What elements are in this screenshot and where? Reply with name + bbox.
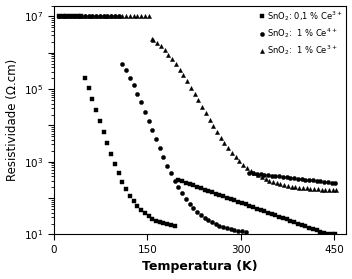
SnO$_2$:  1 % Ce$^{3+}$: (292, 1.35e+03): 1 % Ce$^{3+}$: (292, 1.35e+03) [233,155,238,159]
SnO$_2$:  1 % Ce$^{3+}$: (238, 3.24e+04): 1 % Ce$^{3+}$: (238, 3.24e+04) [200,105,204,109]
SnO$_2$:  1 % Ce$^{3+}$: (454, 166): 1 % Ce$^{3+}$: (454, 166) [334,189,339,192]
Line: SnO$_2$: 0,1 % Ce$^{3+}$: SnO$_2$: 0,1 % Ce$^{3+}$ [57,15,337,237]
SnO$_2$: 0,1 % Ce$^{3+}$: (44, 1e+07): 0,1 % Ce$^{3+}$: (44, 1e+07) [79,15,83,18]
SnO$_2$:  1 % Ce$^{4+}$: (410, 316): 1 % Ce$^{4+}$: (410, 316) [307,178,311,182]
SnO$_2$:  1 % Ce$^{3+}$: (8, 1e+07): 1 % Ce$^{3+}$: (8, 1e+07) [57,15,61,18]
SnO$_2$: 0,1 % Ce$^{3+}$: (8, 1e+07): 0,1 % Ce$^{3+}$: (8, 1e+07) [57,15,61,18]
SnO$_2$:  1 % Ce$^{4+}$: (8, 1e+07): 1 % Ce$^{4+}$: (8, 1e+07) [57,15,61,18]
SnO$_2$: 0,1 % Ce$^{3+}$: (452, 10): 0,1 % Ce$^{3+}$: (452, 10) [333,233,337,236]
SnO$_2$:  1 % Ce$^{3+}$: (160, 2.3e+06): 1 % Ce$^{3+}$: (160, 2.3e+06) [151,38,156,41]
SnO$_2$:  1 % Ce$^{4+}$: (452, 261): 1 % Ce$^{4+}$: (452, 261) [333,181,337,185]
SnO$_2$:  1 % Ce$^{3+}$: (304, 843): 1 % Ce$^{3+}$: (304, 843) [241,163,245,166]
SnO$_2$:  1 % Ce$^{4+}$: (362, 394): 1 % Ce$^{4+}$: (362, 394) [277,175,281,178]
SnO$_2$:  1 % Ce$^{3+}$: (50, 1e+07): 1 % Ce$^{3+}$: (50, 1e+07) [83,15,87,18]
SnO$_2$:  1 % Ce$^{4+}$: (380, 363): 1 % Ce$^{4+}$: (380, 363) [288,176,293,179]
X-axis label: Temperatura (K): Temperatura (K) [142,260,258,273]
SnO$_2$:  1 % Ce$^{4+}$: (368, 384): 1 % Ce$^{4+}$: (368, 384) [281,175,285,179]
SnO$_2$: 0,1 % Ce$^{3+}$: (362, 30.7): 0,1 % Ce$^{3+}$: (362, 30.7) [277,215,281,218]
SnO$_2$: 0,1 % Ce$^{3+}$: (356, 33.5): 0,1 % Ce$^{3+}$: (356, 33.5) [274,214,278,217]
Line: SnO$_2$:  1 % Ce$^{3+}$: SnO$_2$: 1 % Ce$^{3+}$ [57,15,339,192]
SnO$_2$:  1 % Ce$^{4+}$: (350, 417): 1 % Ce$^{4+}$: (350, 417) [270,174,274,177]
Line: SnO$_2$:  1 % Ce$^{4+}$: SnO$_2$: 1 % Ce$^{4+}$ [57,15,337,234]
SnO$_2$: 0,1 % Ce$^{3+}$: (440, 10): 0,1 % Ce$^{3+}$: (440, 10) [326,233,330,236]
SnO$_2$:  1 % Ce$^{3+}$: (364, 242): 1 % Ce$^{3+}$: (364, 242) [278,182,283,186]
Y-axis label: Resistividade (Ω.cm): Resistividade (Ω.cm) [6,59,19,181]
Legend: SnO$_2$: 0,1 % Ce$^{3+}$, SnO$_2$:  1 % Ce$^{4+}$, SnO$_2$:  1 % Ce$^{3+}$: SnO$_2$: 0,1 % Ce$^{3+}$, SnO$_2$: 1 % C… [258,8,344,58]
SnO$_2$: 0,1 % Ce$^{3+}$: (344, 39.8): 0,1 % Ce$^{3+}$: (344, 39.8) [266,211,270,214]
SnO$_2$: 0,1 % Ce$^{3+}$: (404, 16.8): 0,1 % Ce$^{3+}$: (404, 16.8) [303,225,308,228]
SnO$_2$:  1 % Ce$^{4+}$: (44, 1e+07): 1 % Ce$^{4+}$: (44, 1e+07) [79,15,83,18]
SnO$_2$:  1 % Ce$^{4+}$: (308, 11.9): 1 % Ce$^{4+}$: (308, 11.9) [244,230,248,234]
SnO$_2$: 0,1 % Ce$^{3+}$: (374, 25.9): 0,1 % Ce$^{3+}$: (374, 25.9) [284,218,289,221]
